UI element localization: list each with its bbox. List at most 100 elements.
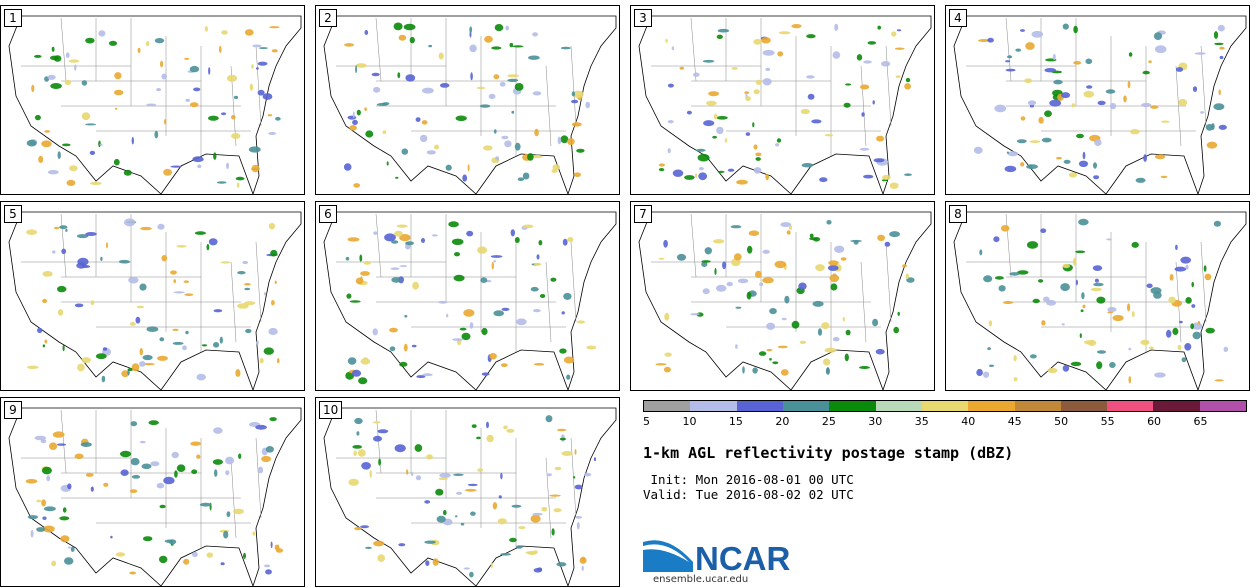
colorbar-tick-label: 10 — [682, 415, 697, 428]
reflectivity-echo — [1128, 52, 1133, 57]
reflectivity-echo — [426, 150, 436, 155]
reflectivity-echo — [823, 358, 831, 366]
panel-label: 10 — [319, 401, 343, 419]
reflectivity-echo — [1052, 53, 1056, 61]
reflectivity-echo — [150, 461, 160, 467]
reflectivity-echo — [356, 431, 360, 436]
forecast-panel-4: 4 — [945, 5, 1250, 195]
reflectivity-echo — [713, 113, 718, 120]
panel-label: 1 — [4, 9, 22, 27]
reflectivity-echo — [137, 47, 141, 54]
reflectivity-echo — [573, 476, 576, 479]
reflectivity-echo — [766, 322, 775, 330]
reflectivity-echo — [190, 102, 199, 108]
reflectivity-echo — [85, 37, 95, 44]
reflectivity-echo — [563, 356, 575, 364]
reflectivity-echo — [265, 446, 274, 453]
reflectivity-echo — [904, 173, 912, 176]
reflectivity-echo — [979, 249, 983, 256]
reflectivity-echo — [863, 174, 874, 179]
reflectivity-echo — [421, 120, 428, 125]
reflectivity-echo — [1073, 25, 1078, 34]
us-map — [953, 211, 1247, 390]
reflectivity-echo — [882, 174, 891, 180]
reflectivity-echo — [1071, 103, 1075, 108]
reflectivity-echo — [115, 552, 126, 557]
reflectivity-echo — [360, 271, 370, 276]
reflectivity-echo — [561, 451, 573, 456]
reflectivity-echo — [493, 310, 504, 317]
reflectivity-echo — [586, 345, 597, 350]
reflectivity-echo — [545, 415, 553, 423]
reflectivity-echo — [571, 99, 579, 104]
reflectivity-echo — [769, 308, 777, 315]
reflectivity-echo — [511, 504, 522, 508]
state-border — [375, 17, 517, 156]
reflectivity-echo — [172, 341, 184, 345]
forecast-panel-9: 9 — [0, 397, 305, 587]
reflectivity-echo — [66, 179, 76, 186]
init-time: Init: Mon 2016-08-01 00 UTC — [643, 472, 854, 487]
reflectivity-echo — [1094, 278, 1099, 283]
reflectivity-echo — [539, 294, 546, 298]
reflectivity-echo — [1194, 52, 1206, 55]
reflectivity-echo — [434, 144, 439, 150]
reflectivity-echo — [355, 63, 367, 68]
reflectivity-echo — [164, 539, 174, 543]
reflectivity-echo — [42, 516, 47, 520]
reflectivity-echo — [208, 67, 211, 75]
reflectivity-echo — [360, 358, 371, 365]
reflectivity-echo — [467, 164, 470, 172]
reflectivity-echo — [446, 313, 449, 318]
reflectivity-echo — [1218, 89, 1221, 96]
reflectivity-echo — [518, 526, 526, 530]
reflectivity-echo — [438, 52, 444, 60]
reflectivity-echo — [403, 343, 408, 352]
reflectivity-echo — [786, 230, 791, 235]
reflectivity-echo — [733, 253, 742, 261]
reflectivity-echo — [1181, 357, 1187, 363]
reflectivity-echo — [85, 232, 97, 236]
reflectivity-echo — [452, 338, 464, 341]
reflectivity-echo — [146, 103, 157, 107]
reflectivity-echo — [774, 260, 787, 269]
reflectivity-echo — [1029, 140, 1041, 144]
reflectivity-echo — [345, 256, 350, 261]
reflectivity-echo — [76, 234, 89, 239]
reflectivity-echo — [160, 60, 164, 68]
reflectivity-echo — [63, 557, 74, 565]
colorbar-tick-label: 5 — [643, 415, 650, 428]
reflectivity-echo — [466, 230, 474, 237]
reflectivity-echo — [1061, 92, 1071, 99]
reflectivity-echo — [1062, 364, 1070, 372]
reflectivity-echo — [527, 153, 534, 161]
reflectivity-echo — [57, 309, 64, 316]
reflectivity-echo — [844, 353, 849, 362]
reflectivity-echo — [1056, 156, 1062, 160]
reflectivity-echo — [354, 417, 363, 425]
reflectivity-echo — [1086, 85, 1093, 89]
reflectivity-echo — [801, 163, 814, 168]
reflectivity-echo — [667, 148, 671, 154]
reflectivity-echo — [220, 261, 231, 264]
reflectivity-echo — [494, 24, 504, 32]
reflectivity-echo — [89, 150, 96, 155]
reflectivity-echo — [244, 287, 251, 291]
reflectivity-echo — [533, 568, 543, 573]
reflectivity-echo — [52, 431, 65, 438]
reflectivity-echo — [987, 37, 994, 43]
reflectivity-echo — [486, 434, 494, 443]
reflectivity-echo — [142, 363, 155, 366]
reflectivity-echo — [135, 316, 141, 324]
reflectivity-echo — [1203, 265, 1207, 272]
reflectivity-echo — [845, 329, 851, 336]
reflectivity-echo — [1062, 263, 1070, 269]
logo-swoosh-highlight — [643, 544, 689, 562]
reflectivity-echo — [185, 98, 191, 102]
reflectivity-echo — [201, 344, 208, 347]
reflectivity-echo — [889, 231, 900, 238]
reflectivity-echo — [85, 473, 94, 477]
reflectivity-echo — [77, 363, 85, 372]
reflectivity-echo — [398, 34, 407, 41]
reflectivity-echo — [791, 320, 800, 329]
